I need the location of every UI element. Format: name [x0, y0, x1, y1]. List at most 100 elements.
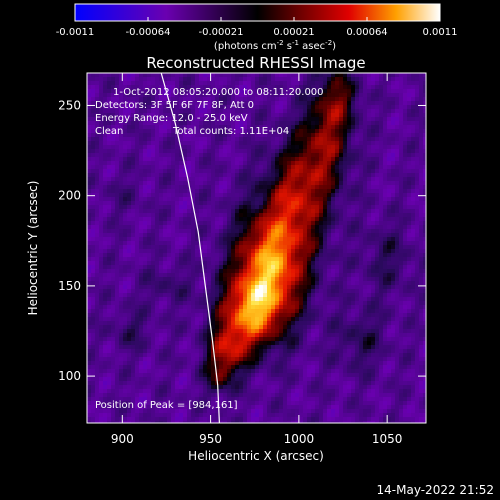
heatmap-cell	[147, 113, 152, 118]
heatmap-cell	[319, 121, 324, 126]
heatmap-cell	[235, 105, 240, 110]
heatmap-cell	[159, 261, 164, 266]
heatmap-cell	[275, 97, 280, 102]
heatmap-cell	[139, 109, 144, 114]
heatmap-cell	[291, 153, 296, 158]
heatmap-cell	[183, 265, 188, 270]
heatmap-cell	[351, 89, 356, 94]
heatmap-cell	[151, 233, 156, 238]
heatmap-cell	[95, 89, 100, 94]
heatmap-cell	[395, 213, 400, 218]
heatmap-cell	[283, 229, 288, 234]
heatmap-cell	[307, 253, 312, 258]
heatmap-cell	[99, 297, 104, 302]
heatmap-cell	[155, 297, 160, 302]
heatmap-cell	[195, 125, 200, 130]
heatmap-cell	[307, 257, 312, 262]
heatmap-cell	[223, 185, 228, 190]
heatmap-cell	[179, 153, 184, 158]
heatmap-cell	[195, 169, 200, 174]
heatmap-cell	[99, 117, 104, 122]
heatmap-cell	[343, 245, 348, 250]
heatmap-cell	[283, 289, 288, 294]
heatmap-cell	[411, 273, 416, 278]
heatmap-cell	[231, 133, 236, 138]
heatmap-cell	[355, 121, 360, 126]
heatmap-cell	[163, 269, 168, 274]
heatmap-cell	[87, 105, 92, 110]
heatmap-cell	[179, 137, 184, 142]
heatmap-cell	[243, 149, 248, 154]
heatmap-cell	[99, 157, 104, 162]
heatmap-cell	[135, 153, 140, 158]
heatmap-cell	[295, 161, 300, 166]
heatmap-cell	[279, 85, 284, 90]
heatmap-cell	[371, 277, 376, 282]
heatmap-cell	[299, 141, 304, 146]
heatmap-cell	[235, 225, 240, 230]
heatmap-cell	[263, 93, 268, 98]
heatmap-cell	[203, 289, 208, 294]
heatmap-cell	[363, 249, 368, 254]
heatmap-cell	[107, 133, 112, 138]
heatmap-cell	[339, 269, 344, 274]
heatmap-cell	[355, 285, 360, 290]
heatmap-cell	[387, 149, 392, 154]
heatmap-cell	[231, 273, 236, 278]
heatmap-cell	[95, 233, 100, 238]
heatmap-cell	[143, 293, 148, 298]
heatmap-cell	[251, 305, 256, 310]
heatmap-cell	[115, 281, 120, 286]
heatmap-cell	[343, 133, 348, 138]
heatmap-cell	[387, 229, 392, 234]
heatmap-cell	[315, 129, 320, 134]
heatmap-cell	[167, 241, 172, 246]
heatmap-cell	[327, 85, 332, 90]
heatmap-cell	[111, 217, 116, 222]
heatmap-cell	[99, 109, 104, 114]
heatmap-cell	[231, 113, 236, 118]
heatmap-cell	[231, 261, 236, 266]
heatmap-cell	[215, 305, 220, 310]
heatmap-cell	[379, 165, 384, 170]
heatmap-cell	[279, 149, 284, 154]
heatmap-cell	[91, 73, 96, 78]
heatmap-cell	[119, 277, 124, 282]
heatmap-cell	[331, 213, 336, 218]
heatmap-cell	[263, 273, 268, 278]
heatmap-cell	[315, 173, 320, 178]
heatmap-cell	[399, 189, 404, 194]
heatmap-cell	[139, 113, 144, 118]
heatmap-cell	[255, 237, 260, 242]
heatmap-cell	[167, 245, 172, 250]
heatmap-cell	[139, 281, 144, 286]
heatmap-cell	[239, 85, 244, 90]
heatmap-cell	[111, 277, 116, 282]
heatmap-cell	[151, 201, 156, 206]
heatmap-cell	[139, 253, 144, 258]
heatmap-cell	[203, 165, 208, 170]
heatmap-cell	[115, 233, 120, 238]
heatmap-cell	[227, 293, 232, 298]
heatmap-cell	[199, 213, 204, 218]
heatmap-cell	[343, 97, 348, 102]
heatmap-cell	[363, 209, 368, 214]
heatmap-cell	[327, 277, 332, 282]
heatmap-cell	[231, 241, 236, 246]
heatmap-cell	[251, 205, 256, 210]
heatmap-cell	[227, 233, 232, 238]
heatmap-cell	[239, 97, 244, 102]
heatmap-cell	[111, 77, 116, 82]
heatmap-cell	[339, 141, 344, 146]
heatmap-cell	[311, 249, 316, 254]
heatmap-cell	[287, 241, 292, 246]
heatmap-cell	[327, 249, 332, 254]
heatmap-cell	[315, 117, 320, 122]
heatmap-cell	[351, 77, 356, 82]
heatmap-cell	[219, 89, 224, 94]
heatmap-cell	[99, 289, 104, 294]
heatmap-cell	[359, 177, 364, 182]
heatmap-cell	[167, 113, 172, 118]
heatmap-cell	[347, 269, 352, 274]
heatmap-cell	[131, 121, 136, 126]
